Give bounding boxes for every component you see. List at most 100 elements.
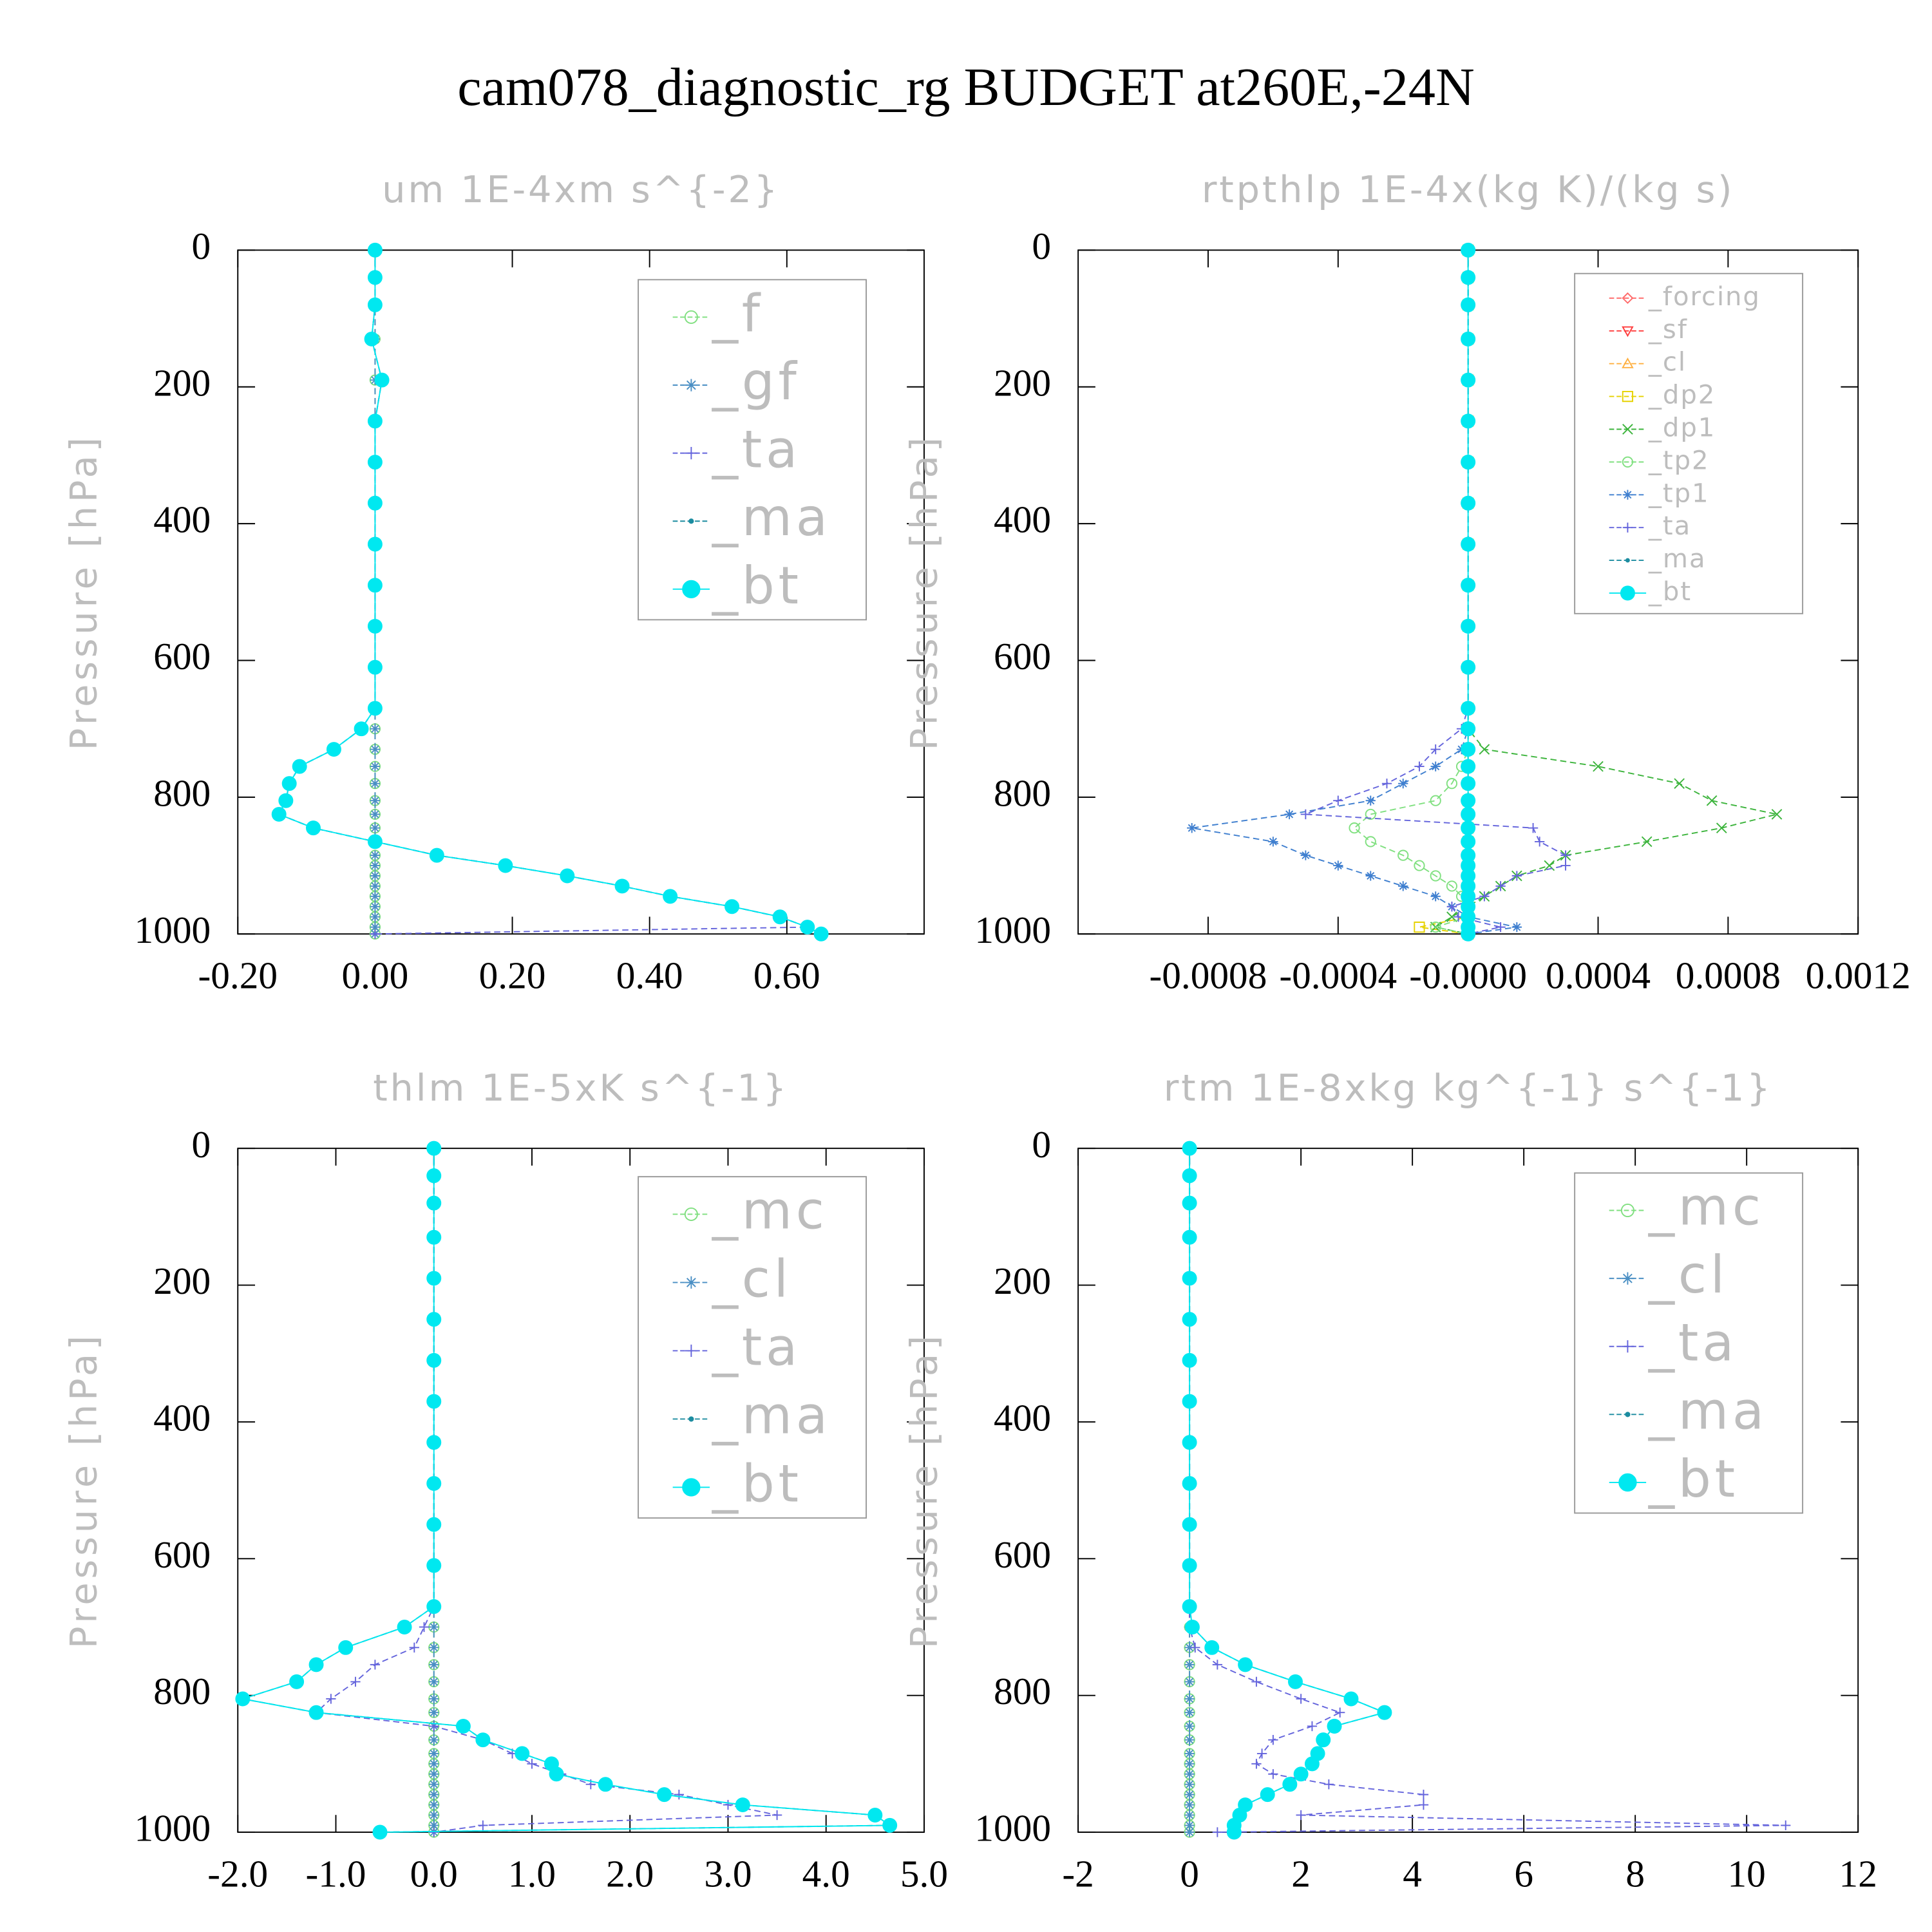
data-point — [370, 850, 381, 860]
data-point — [271, 807, 287, 822]
data-point — [370, 795, 381, 806]
data-point — [598, 1777, 613, 1792]
data-point — [429, 1735, 439, 1745]
data-point — [1461, 297, 1476, 312]
data-point — [1461, 536, 1476, 552]
plot-frame — [1077, 1148, 1859, 1833]
data-point — [370, 860, 381, 871]
y-tick-label: 0 — [1032, 225, 1051, 267]
data-point — [1300, 809, 1311, 820]
legend-marker — [1625, 558, 1630, 563]
data-point — [1593, 761, 1604, 772]
plot-frame — [237, 1148, 925, 1833]
data-point — [429, 1622, 439, 1633]
data-point — [1461, 413, 1476, 429]
data-point — [1284, 809, 1294, 820]
data-point — [1495, 922, 1506, 933]
data-point — [1184, 1676, 1195, 1687]
panel-title: rtm 1E-8xkg kg^{-1} s^{-1} — [1164, 1066, 1773, 1110]
data-point — [867, 1808, 883, 1823]
data-point — [426, 1168, 442, 1184]
data-point — [1316, 1732, 1331, 1748]
data-point — [1560, 850, 1571, 860]
legend-marker — [685, 1276, 697, 1289]
data-point — [1560, 860, 1571, 871]
data-point — [338, 1640, 354, 1655]
data-point — [1430, 891, 1441, 902]
x-tick-label: 4.0 — [802, 1852, 850, 1895]
data-point — [364, 332, 379, 346]
data-point — [370, 778, 381, 789]
data-point — [367, 270, 383, 285]
y-tick-label: 800 — [153, 772, 211, 814]
data-point — [308, 1657, 324, 1672]
data-point — [1184, 1707, 1195, 1718]
data-point — [1184, 1809, 1195, 1821]
data-point — [1461, 793, 1476, 808]
data-point — [1461, 372, 1476, 388]
panel: thlm 1E-5xK s^{-1} Pressure [hPa] 0 200 400 6… — [62, 1066, 948, 1895]
y-tick-label: 600 — [153, 1533, 211, 1576]
data-point — [1528, 823, 1539, 833]
data-point — [1204, 1640, 1220, 1655]
legend-label: _bt — [1648, 577, 1692, 607]
legend-marker — [1620, 585, 1635, 601]
x-tick-label: -0.0008 — [1150, 954, 1267, 997]
data-point — [235, 1691, 251, 1707]
x-tick-label: 0.0012 — [1806, 954, 1911, 997]
data-point — [428, 1799, 440, 1811]
data-point — [397, 1620, 412, 1634]
data-point — [1184, 1748, 1195, 1759]
data-point — [370, 912, 381, 922]
data-point — [409, 1642, 419, 1653]
y-tick-label: 800 — [153, 1670, 211, 1712]
data-point — [370, 809, 381, 820]
data-point — [1461, 721, 1476, 737]
data-point — [1182, 1229, 1197, 1245]
data-point — [1300, 850, 1311, 860]
y-axis-label: Pressure [hPa] — [902, 433, 945, 750]
data-point — [306, 820, 321, 836]
data-point — [370, 823, 381, 833]
y-tick-label: 1000 — [135, 909, 211, 951]
x-tick-label: 3.0 — [704, 1852, 752, 1895]
legend-marker — [1622, 357, 1634, 368]
data-point — [1461, 759, 1476, 774]
data-point — [1461, 820, 1476, 836]
data-point — [1184, 1827, 1195, 1837]
data-point — [1430, 761, 1441, 772]
data-point — [1187, 823, 1197, 833]
data-point — [1184, 1759, 1195, 1769]
x-tick-label: 1.0 — [508, 1852, 556, 1895]
legend-marker — [682, 580, 701, 599]
legend-label: _ma — [712, 487, 831, 547]
data-point — [1381, 778, 1392, 789]
y-tick-label: 0 — [192, 1123, 211, 1166]
data-point — [1461, 332, 1476, 346]
legend-label: _tp1 — [1648, 478, 1710, 508]
data-point — [1461, 619, 1476, 634]
panel: um 1E-4xm s^{-2} Pressure [hPa] 0 200 400 600… — [62, 168, 925, 997]
data-point — [419, 1622, 430, 1633]
data-point — [372, 1824, 388, 1840]
legend-label: _dp1 — [1648, 413, 1716, 442]
data-point — [1296, 1810, 1306, 1821]
data-point — [426, 1599, 442, 1615]
data-point — [1430, 922, 1441, 933]
legend-label: _ma — [1648, 544, 1707, 574]
data-point — [1184, 1694, 1195, 1704]
data-point — [1461, 455, 1476, 469]
data-point — [735, 1797, 750, 1812]
legend-marker — [1622, 489, 1633, 500]
data-point — [1706, 795, 1718, 806]
data-point — [1184, 1735, 1195, 1745]
data-point — [1461, 578, 1476, 593]
data-point — [1182, 1517, 1197, 1532]
data-point — [1184, 1693, 1195, 1705]
legend-marker — [1622, 522, 1633, 533]
data-point — [278, 793, 294, 808]
panel: rtm 1E-8xkg kg^{-1} s^{-1} Pressure [hPa]… — [902, 1066, 1877, 1895]
data-point — [429, 1820, 439, 1831]
y-tick-label: 1000 — [135, 1807, 211, 1850]
data-point — [1282, 1777, 1298, 1792]
